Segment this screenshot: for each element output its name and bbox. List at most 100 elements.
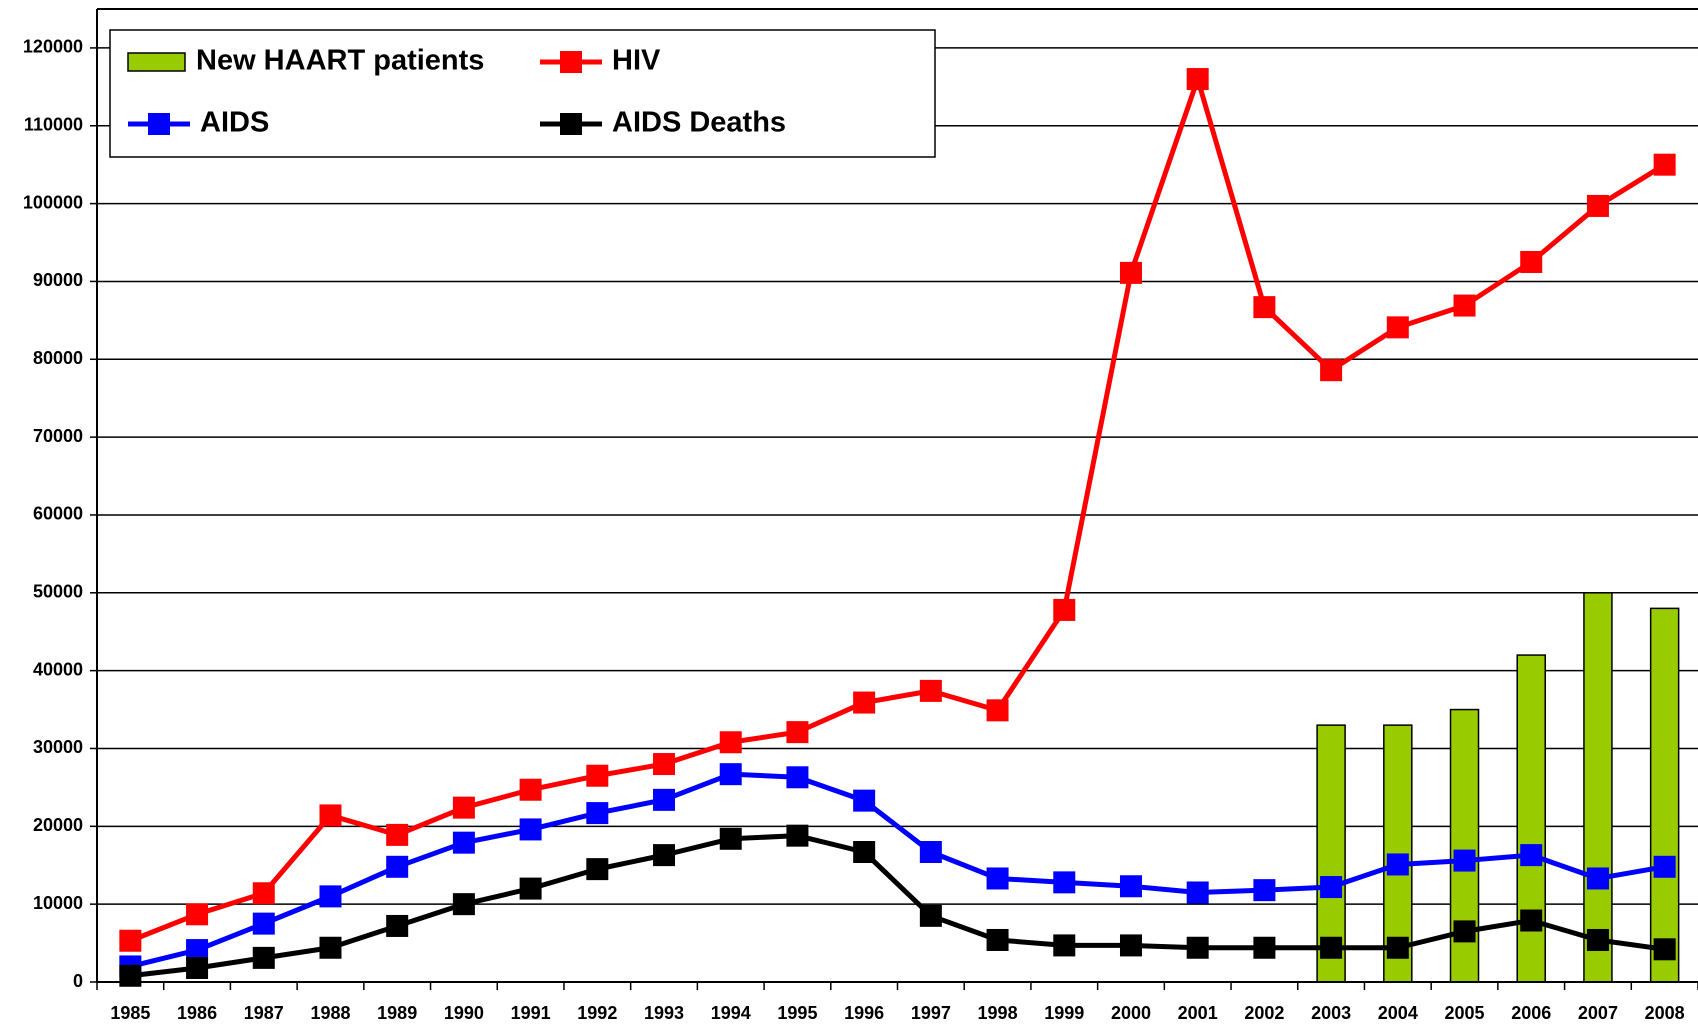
series-line: [129, 76, 1666, 944]
marker: [252, 946, 275, 969]
y-tick-label: 40000: [33, 659, 83, 679]
x-tick-label: 1986: [177, 1003, 217, 1023]
marker: [252, 912, 275, 935]
x-tick-label: 1985: [110, 1003, 150, 1023]
marker: [1320, 936, 1343, 959]
marker: [1653, 855, 1676, 878]
marker: [1053, 871, 1076, 894]
marker: [1453, 849, 1476, 872]
x-tick-label: 2001: [1178, 1003, 1218, 1023]
marker: [1119, 934, 1142, 957]
marker: [719, 763, 742, 786]
marker: [386, 914, 409, 937]
marker: [786, 766, 809, 789]
marker: [786, 824, 809, 847]
marker: [1253, 296, 1276, 319]
marker: [1320, 876, 1343, 899]
marker: [586, 858, 609, 881]
marker: [1186, 936, 1209, 959]
x-tick-label: 1992: [577, 1003, 617, 1023]
x-tick-label: 2006: [1511, 1003, 1551, 1023]
y-tick-label: 30000: [33, 737, 83, 757]
x-tick-label: 1996: [844, 1003, 884, 1023]
marker: [1453, 294, 1476, 317]
y-tick-label: 60000: [33, 504, 83, 524]
legend-label: AIDS Deaths: [612, 107, 786, 139]
marker: [1520, 844, 1543, 867]
x-tick-label: 2000: [1111, 1003, 1151, 1023]
legend-marker: [148, 113, 170, 135]
marker: [919, 679, 942, 702]
marker: [1119, 875, 1142, 898]
marker: [1186, 68, 1209, 91]
marker: [786, 721, 809, 744]
marker: [853, 789, 876, 812]
legend-swatch: [127, 52, 186, 72]
y-tick-label: 80000: [33, 348, 83, 368]
y-tick-label: 10000: [33, 893, 83, 913]
x-tick-label: 1989: [377, 1003, 417, 1023]
marker: [586, 764, 609, 787]
marker: [853, 691, 876, 714]
x-tick-label: 2002: [1244, 1003, 1284, 1023]
y-tick-label: 70000: [33, 426, 83, 446]
marker: [986, 867, 1009, 890]
y-tick-label: 120000: [23, 37, 83, 57]
legend-label: HIV: [612, 45, 661, 77]
marker: [1586, 867, 1609, 890]
x-tick-label: 2003: [1311, 1003, 1351, 1023]
marker: [452, 831, 475, 854]
x-tick-label: 2008: [1645, 1003, 1685, 1023]
marker: [1253, 936, 1276, 959]
marker: [1119, 261, 1142, 284]
marker: [319, 936, 342, 959]
x-tick-label: 1990: [444, 1003, 484, 1023]
legend-label: New HAART patients: [196, 45, 484, 77]
marker: [986, 699, 1009, 722]
series-line: [129, 771, 1666, 969]
marker: [1186, 881, 1209, 904]
bar: [1516, 654, 1546, 983]
marker: [1520, 250, 1543, 273]
marker: [719, 827, 742, 850]
x-tick-label: 1997: [911, 1003, 951, 1023]
marker: [653, 844, 676, 867]
legend-label: AIDS: [200, 107, 269, 139]
marker: [1653, 938, 1676, 961]
marker: [1320, 359, 1343, 382]
x-tick-label: 2004: [1378, 1003, 1418, 1023]
y-tick-label: 20000: [33, 815, 83, 835]
marker: [1586, 928, 1609, 951]
legend-marker: [560, 113, 582, 135]
marker: [919, 904, 942, 927]
marker: [1520, 909, 1543, 932]
marker: [186, 939, 209, 962]
y-tick-label: 100000: [23, 192, 83, 212]
marker: [519, 778, 542, 801]
marker: [519, 877, 542, 900]
marker: [653, 753, 676, 776]
marker: [719, 731, 742, 754]
marker: [1386, 316, 1409, 339]
y-tick-label: 50000: [33, 582, 83, 602]
x-tick-label: 1991: [511, 1003, 551, 1023]
x-tick-label: 1987: [244, 1003, 284, 1023]
marker: [319, 885, 342, 908]
marker: [452, 796, 475, 819]
x-tick-label: 1995: [777, 1003, 817, 1023]
marker: [1386, 853, 1409, 876]
legend-box: [109, 29, 936, 158]
marker: [386, 823, 409, 846]
marker: [519, 818, 542, 841]
marker: [986, 928, 1009, 951]
marker: [653, 788, 676, 811]
y-tick-label: 90000: [33, 270, 83, 290]
marker: [1653, 153, 1676, 176]
x-tick-label: 2005: [1444, 1003, 1484, 1023]
x-tick-label: 1994: [711, 1003, 751, 1023]
marker: [186, 903, 209, 926]
marker: [452, 893, 475, 916]
y-tick-label: 0: [73, 971, 83, 991]
marker: [252, 882, 275, 905]
